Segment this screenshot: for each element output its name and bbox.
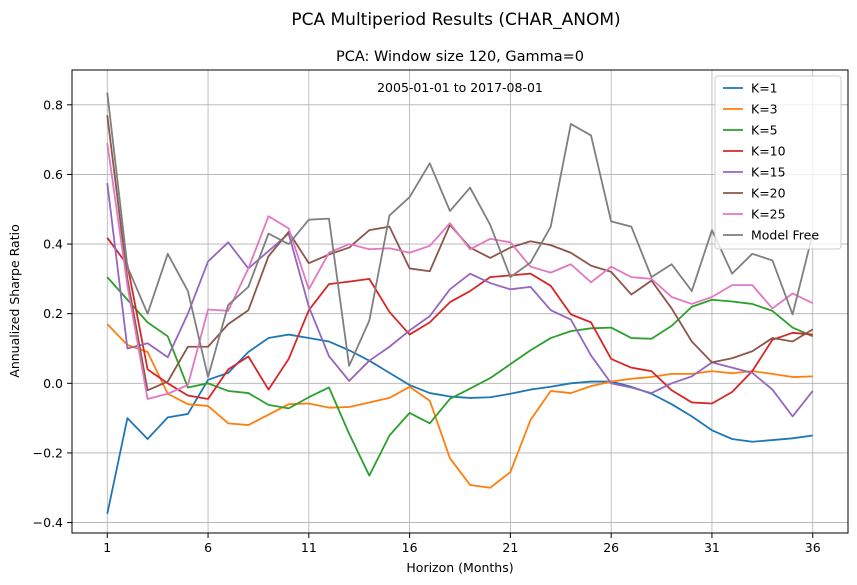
- series-line-5: [106, 183, 814, 418]
- y-axis-label: Annualized Sharpe Ratio: [7, 224, 22, 377]
- plot-lines: [106, 92, 814, 515]
- axis-ticks: 1 6 11 16 21 26 31 36−0.4−0.20.00.20.40.60.8: [33, 97, 821, 555]
- legend: K=1 K=3 K=5 K=10 K=15 K=20 K=25 Model Free: [714, 75, 842, 250]
- x-tick-label: 6: [204, 540, 212, 555]
- figure-suptitle: PCA Multiperiod Results (CHAR_ANOM): [291, 10, 620, 30]
- legend-label: K=3: [751, 102, 778, 117]
- date-range-annotation: 2005-01-01 to 2017-08-01: [377, 80, 543, 95]
- y-tick-label: 0.2: [43, 306, 63, 321]
- series-line-2: [106, 323, 813, 489]
- x-axis-label: Horizon (Months): [406, 560, 513, 575]
- legend-label: Model Free: [751, 228, 819, 243]
- y-tick-label: 0.0: [43, 376, 63, 391]
- x-tick-label: 21: [502, 540, 518, 555]
- legend-box: [714, 75, 842, 250]
- legend-label: K=25: [751, 207, 786, 222]
- series-line-3: [106, 276, 814, 477]
- legend-label: K=10: [751, 144, 786, 159]
- legend-label: K=1: [751, 81, 778, 96]
- series-line-6: [106, 115, 814, 392]
- axes-frame: [71, 69, 849, 534]
- chart-title: PCA: Window size 120, Gamma=0: [336, 49, 584, 65]
- legend-label: K=20: [751, 186, 786, 201]
- legend-label: K=5: [751, 123, 778, 138]
- y-tick-label: 0.4: [43, 237, 63, 252]
- y-tick-label: −0.2: [33, 445, 63, 460]
- x-tick-label: 1: [103, 540, 111, 555]
- y-tick-label: −0.4: [33, 515, 63, 530]
- x-tick-label: 31: [704, 540, 720, 555]
- x-tick-label: 36: [805, 540, 821, 555]
- y-tick-label: 0.6: [43, 167, 63, 182]
- x-tick-label: 11: [301, 540, 317, 555]
- x-tick-label: 26: [603, 540, 619, 555]
- legend-label: K=15: [751, 165, 786, 180]
- series-line-4: [106, 237, 813, 405]
- x-tick-label: 16: [402, 540, 418, 555]
- series-line-8: [106, 92, 814, 378]
- series-line-7: [106, 142, 814, 400]
- y-tick-label: 0.8: [43, 97, 63, 112]
